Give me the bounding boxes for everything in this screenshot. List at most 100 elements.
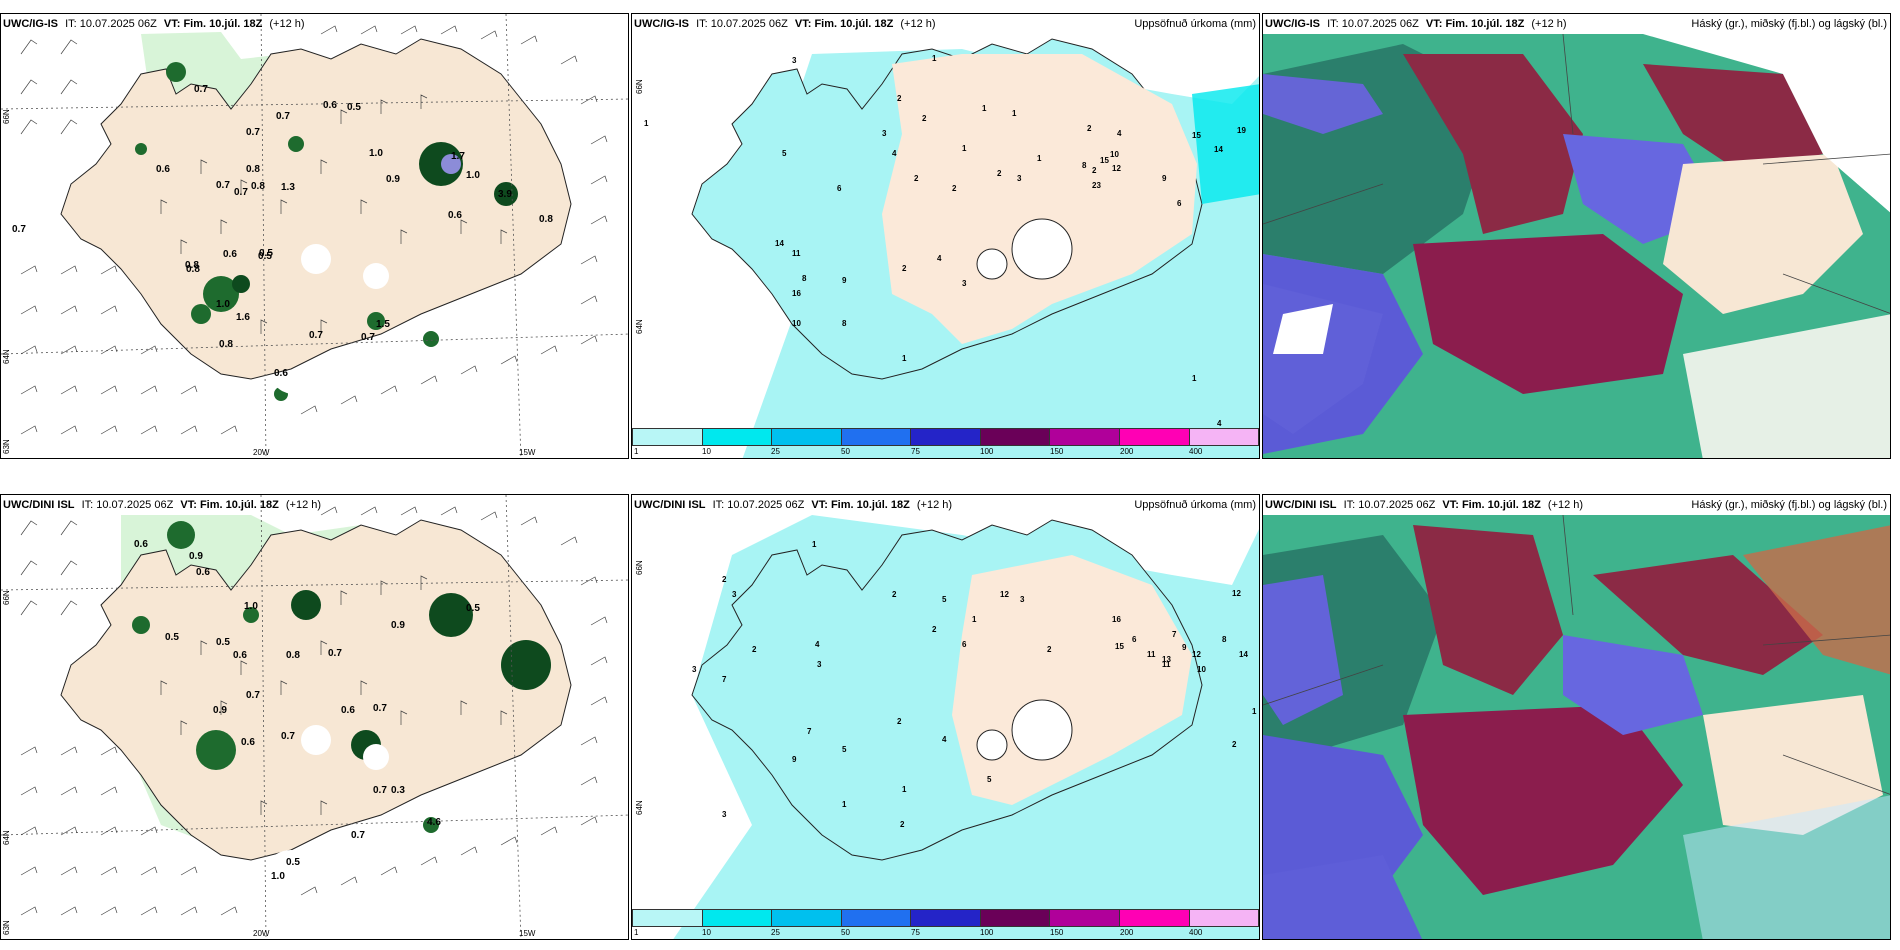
lead-time: (+12 h) — [1531, 18, 1567, 30]
map-value: 14 — [775, 239, 784, 248]
colorbar-tick: 200 — [1120, 928, 1134, 937]
map-value: 1 — [1192, 374, 1197, 383]
map-value: 0.5 — [216, 637, 230, 648]
it-time: 10.07.2025 06Z — [96, 499, 174, 511]
map-value: 1.3 — [281, 182, 295, 193]
map-value: 6 — [837, 184, 842, 193]
lon-label-15: 15W — [519, 929, 536, 938]
map-value: 10 — [1197, 665, 1206, 674]
lead-time: (+12 h) — [269, 18, 305, 30]
lon-label-20: 20W — [253, 929, 270, 938]
colorbar-segment — [980, 428, 1051, 446]
map-value: 0.7 — [373, 703, 387, 714]
map-value: 5 — [782, 149, 787, 158]
vt-time: Fim. 10.júl. 18Z — [1445, 18, 1525, 30]
map-value: 3 — [882, 129, 887, 138]
map-value: 3 — [817, 660, 822, 669]
vt-time: Fim. 10.júl. 18Z — [199, 499, 279, 511]
map-value: 0.3 — [391, 785, 405, 796]
map-value: 2 — [1232, 740, 1237, 749]
it-label: IT: — [696, 18, 708, 30]
it-time: 10.07.2025 06Z — [727, 499, 805, 511]
model-name: UWC/DINI ISL — [1265, 499, 1337, 511]
map-value: 7 — [722, 675, 727, 684]
map-value: 12 — [1192, 650, 1201, 659]
map-value: 1.6 — [236, 312, 250, 323]
map-value: 0.7 — [12, 224, 26, 235]
map-value: 0.7 — [373, 785, 387, 796]
map-clouds-ig-is — [1263, 14, 1890, 458]
map-value: 5 — [942, 595, 947, 604]
lead-time: (+12 h) — [1547, 499, 1584, 511]
colorbar-segment — [1119, 909, 1190, 927]
map-value: 3 — [1020, 595, 1025, 604]
map-value: 0.9 — [213, 705, 227, 716]
precip-colorbar — [632, 909, 1259, 927]
it-label: IT: — [1327, 18, 1339, 30]
it-time: 10.07.2025 06Z — [1341, 18, 1419, 30]
map-value: 0.8 — [286, 650, 300, 661]
map-value: 1.0 — [466, 170, 480, 181]
lat-label-63: 63N — [2, 920, 11, 935]
lead-time: (+12 h) — [285, 499, 322, 511]
colorbar-tick: 150 — [1050, 928, 1064, 937]
map-value: 4.6 — [427, 817, 441, 828]
map-value: 0.8 — [246, 164, 260, 175]
vt-time: Fim. 10.júl. 18Z — [830, 499, 910, 511]
model-name: UWC/IG-IS — [634, 18, 689, 30]
lat-label-63: 63N — [2, 439, 11, 454]
map-value: 1 — [1252, 707, 1257, 716]
colorbar-segment — [632, 428, 703, 446]
vt-time: Fim. 10.júl. 18Z — [1461, 499, 1541, 511]
lat-label-66: 66N — [635, 560, 644, 575]
map-value: 15 — [1100, 156, 1109, 165]
panel-header: UWC/DINI ISL IT: 10.07.2025 06Z VT: Fim.… — [634, 499, 952, 511]
precip-title: Uppsöfnuð úrkoma (mm) — [1134, 18, 1256, 30]
colorbar-tick: 400 — [1189, 447, 1203, 456]
map-value: 10 — [1110, 150, 1119, 159]
colorbar-segment — [1189, 909, 1259, 927]
it-label: IT: — [712, 499, 725, 511]
model-name: UWC/DINI ISL — [3, 499, 75, 511]
colorbar-segment — [1050, 909, 1120, 927]
colorbar-tick: 400 — [1189, 928, 1203, 937]
vt-label: VT: — [811, 499, 828, 511]
panel-wind-ig-is: UWC/IG-IS IT: 10.07.2025 06Z VT: Fim. 10… — [0, 13, 629, 459]
map-value: 8 — [842, 319, 847, 328]
panel-header: UWC/DINI ISL IT: 10.07.2025 06Z VT: Fim.… — [3, 499, 321, 511]
map-value: 5 — [987, 775, 992, 784]
vt-time: Fim. 10.júl. 18Z — [814, 18, 894, 30]
map-value: 16 — [1112, 615, 1121, 624]
lat-label-64: 64N — [635, 800, 644, 815]
map-value: 2 — [900, 820, 905, 829]
map-value: 15 — [1115, 642, 1124, 651]
vt-label: VT: — [1442, 499, 1459, 511]
lon-label-15: 15W — [519, 448, 536, 457]
lon-label-20: 20W — [253, 448, 270, 457]
map-value: 2 — [997, 169, 1002, 178]
map-value: 0.7 — [246, 690, 260, 701]
map-value: 8 — [1222, 635, 1227, 644]
map-value: 3 — [1017, 174, 1022, 183]
map-value: 0.8 — [185, 260, 199, 271]
map-value: 1.7 — [451, 151, 465, 162]
precip-colorbar — [632, 428, 1259, 446]
it-time: 10.07.2025 06Z — [79, 18, 157, 30]
colorbar-tick: 75 — [911, 447, 920, 456]
map-precip-ig-is — [632, 14, 1259, 458]
panel-clouds-ig-is: UWC/IG-IS IT: 10.07.2025 06Z VT: Fim. 10… — [1262, 13, 1891, 459]
map-value: 12 — [1232, 589, 1241, 598]
map-value: 14 — [1239, 650, 1248, 659]
map-value: 2 — [1092, 166, 1097, 175]
map-value: 1 — [932, 54, 937, 63]
map-value: 0.5 — [286, 857, 300, 868]
map-value: 0.7 — [216, 180, 230, 191]
map-value: 1 — [972, 615, 977, 624]
colorbar-segment — [1119, 428, 1190, 446]
map-wind-ig-is — [1, 14, 628, 458]
vt-time: Fim. 10.júl. 18Z — [183, 18, 263, 30]
colorbar-tick: 100 — [980, 447, 994, 456]
colorbar-segment — [1189, 428, 1259, 446]
colorbar-tick: 25 — [771, 928, 780, 937]
lead-time: (+12 h) — [916, 499, 953, 511]
